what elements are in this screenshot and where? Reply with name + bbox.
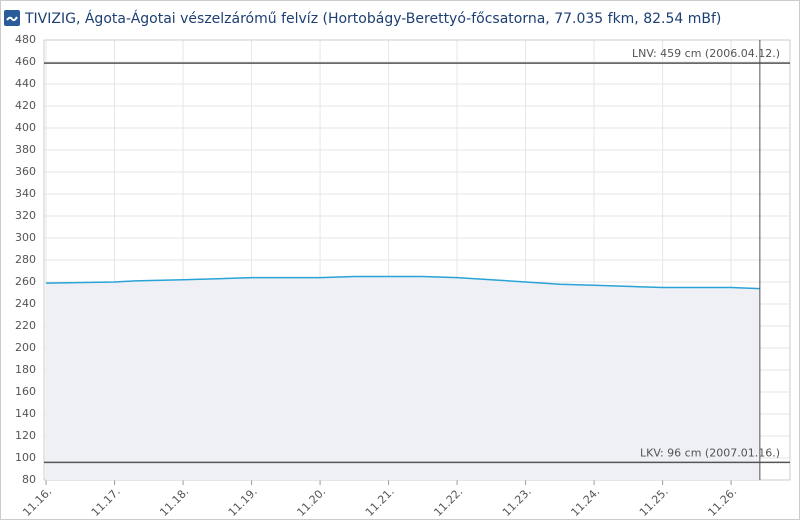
y-tick-label: 120 <box>15 429 36 442</box>
y-tick-label: 80 <box>22 473 36 486</box>
chart-title: TIVIZIG, Ágota-Ágotai vészelzárómű felví… <box>24 10 721 27</box>
y-tick-label: 320 <box>15 209 36 222</box>
y-tick-label: 160 <box>15 385 36 398</box>
reference-label: LKV: 96 cm (2007.01.16.) <box>640 446 780 459</box>
y-tick-label: 260 <box>15 275 36 288</box>
y-tick-label: 340 <box>15 187 36 200</box>
y-tick-label: 380 <box>15 143 36 156</box>
y-tick-label: 460 <box>15 55 36 68</box>
y-tick-label: 100 <box>15 451 36 464</box>
y-tick-label: 420 <box>15 99 36 112</box>
y-tick-label: 280 <box>15 253 36 266</box>
area <box>46 276 760 480</box>
line <box>46 275 760 290</box>
y-tick-label: 400 <box>15 121 36 134</box>
y-tick-label: 240 <box>15 297 36 310</box>
y-tick-label: 300 <box>15 231 36 244</box>
y-tick-label: 200 <box>15 341 36 354</box>
y-tick-label: 140 <box>15 407 36 420</box>
y-tick-label: 440 <box>15 77 36 90</box>
y-tick-label: 220 <box>15 319 36 332</box>
y-tick-label: 180 <box>15 363 36 376</box>
y-tick-label: 360 <box>15 165 36 178</box>
reference-label: LNV: 459 cm (2006.04.12.) <box>632 47 780 60</box>
logo-wave <box>6 16 18 22</box>
y-tick-label: 480 <box>15 33 36 46</box>
